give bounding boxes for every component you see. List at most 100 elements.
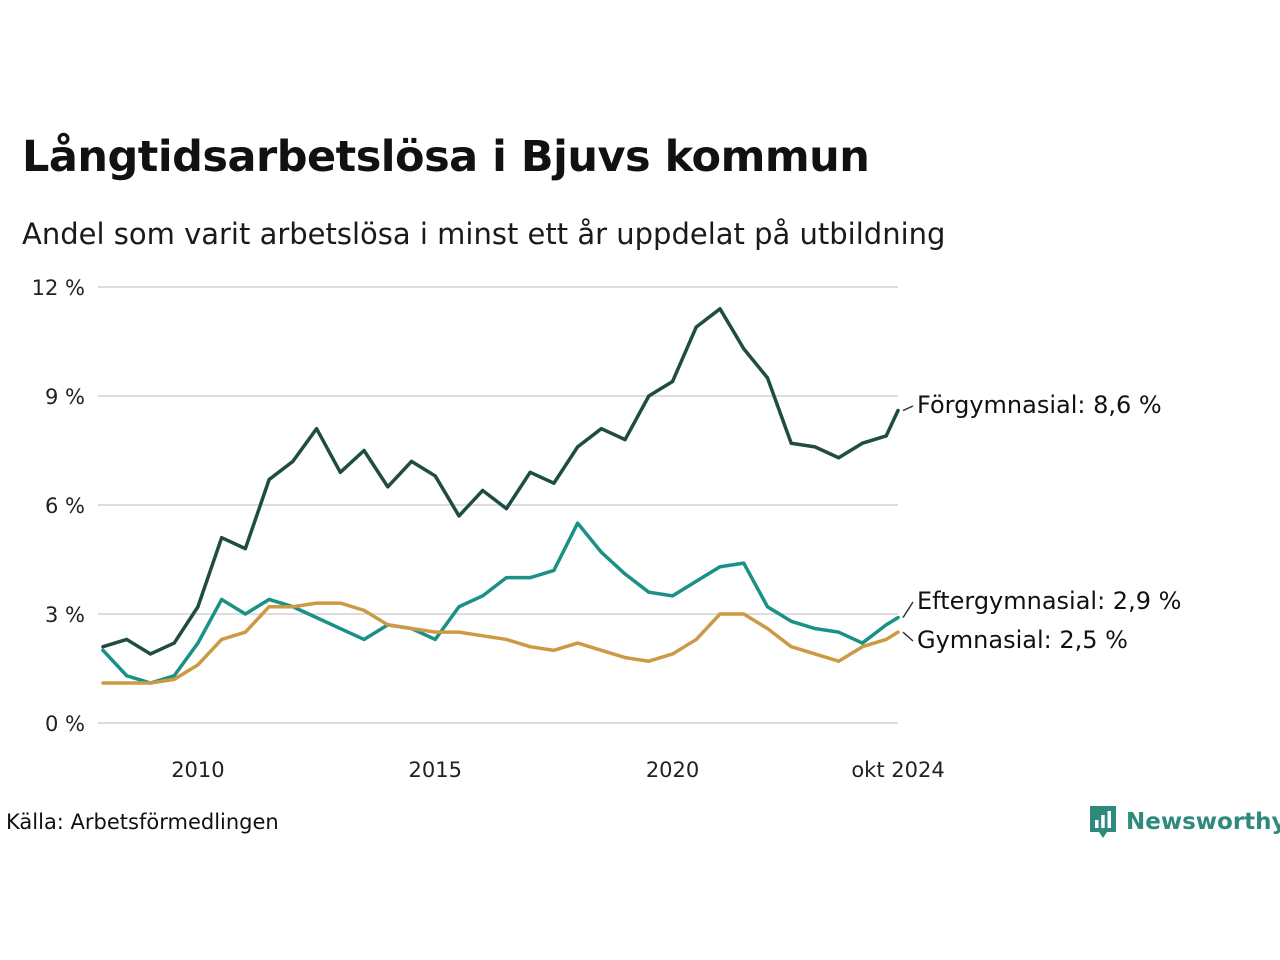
data-point (101, 645, 105, 649)
series-line (101, 307, 900, 656)
data-point (837, 630, 841, 634)
y-tick-label: 0 % (45, 712, 85, 736)
data-point (765, 376, 770, 380)
data-point (742, 561, 746, 565)
data-point (504, 637, 509, 642)
data-point (884, 637, 888, 642)
data-point (409, 459, 414, 463)
data-point (457, 514, 461, 518)
data-point (220, 536, 224, 540)
data-point (694, 579, 698, 583)
data-point (386, 623, 390, 627)
data-point (647, 659, 651, 663)
data-point (148, 652, 153, 656)
label-leader-line (902, 631, 914, 642)
data-point (314, 616, 319, 620)
series-lines (101, 307, 900, 685)
data-point (220, 637, 224, 642)
data-point (267, 597, 271, 602)
chart-title: Långtidsarbetslösa i Bjuvs kommun (22, 132, 870, 182)
data-point (813, 445, 817, 449)
data-point (789, 441, 793, 445)
data-point (362, 637, 366, 642)
source-note: Källa: Arbetsförmedlingen (6, 810, 279, 834)
data-point (599, 427, 603, 431)
data-point (576, 445, 580, 449)
data-point (125, 637, 129, 642)
chart-subtitle: Andel som varit arbetslösa i minst ett å… (22, 217, 946, 251)
x-axis-tick-labels: 2010 2015 2020 okt 2024 (171, 758, 944, 782)
data-point (599, 550, 603, 554)
data-point (789, 619, 793, 623)
data-point (220, 597, 224, 602)
data-point (125, 681, 129, 685)
data-point (338, 470, 342, 474)
data-point (101, 648, 105, 652)
data-point (433, 630, 437, 634)
data-point (623, 438, 627, 442)
data-point (504, 576, 509, 580)
data-point (765, 605, 770, 609)
data-point (694, 637, 698, 642)
data-point (837, 659, 841, 663)
data-point (884, 623, 888, 627)
data-point (552, 481, 556, 485)
data-point (172, 641, 176, 645)
x-tick-label: 2010 (171, 758, 224, 782)
data-point (457, 630, 461, 634)
data-point (172, 674, 176, 678)
data-point (196, 605, 200, 609)
data-point (481, 594, 485, 598)
data-point (813, 626, 817, 631)
data-point (314, 601, 319, 605)
data-point (481, 634, 485, 638)
data-point (243, 630, 247, 634)
data-point (670, 379, 675, 384)
data-point (457, 605, 461, 609)
data-point (528, 470, 532, 474)
series-end-label: Förgymnasial: 8,6 % (917, 391, 1162, 419)
data-point (504, 507, 509, 511)
x-tick-label: 2020 (646, 758, 699, 782)
series-end-label: Eftergymnasial: 2,9 % (917, 587, 1181, 615)
data-point (742, 612, 746, 616)
data-point (599, 648, 603, 652)
series-end-label: Gymnasial: 2,5 % (917, 626, 1128, 654)
y-tick-label: 9 % (45, 385, 85, 409)
data-point (647, 394, 651, 398)
grid-lines (98, 286, 898, 724)
data-point (433, 637, 437, 642)
data-point (896, 616, 900, 620)
brand-logo[interactable]: Newsworthy (1088, 804, 1280, 840)
data-point (647, 590, 651, 594)
data-point (125, 674, 129, 678)
data-point (196, 663, 200, 667)
data-point (813, 652, 817, 656)
data-point (362, 608, 366, 612)
data-point (576, 641, 580, 645)
series-förgymnasial (101, 307, 900, 656)
data-point (314, 427, 319, 431)
data-point (742, 347, 746, 351)
data-point (267, 477, 271, 482)
data-point (338, 601, 342, 605)
data-point (623, 656, 627, 660)
data-point (623, 572, 627, 576)
data-point (148, 681, 153, 685)
data-point (528, 576, 532, 580)
data-point (837, 456, 841, 460)
data-point (338, 626, 342, 631)
data-point (291, 605, 295, 609)
y-tick-label: 3 % (45, 603, 85, 627)
data-point (291, 459, 295, 463)
data-point (718, 612, 722, 616)
data-point (528, 645, 532, 649)
data-point (267, 605, 271, 609)
x-tick-label: okt 2024 (851, 758, 944, 782)
series-line (101, 521, 900, 685)
data-point (860, 641, 865, 645)
data-point (243, 612, 247, 616)
label-leader-line (902, 405, 914, 412)
data-point (101, 681, 105, 685)
